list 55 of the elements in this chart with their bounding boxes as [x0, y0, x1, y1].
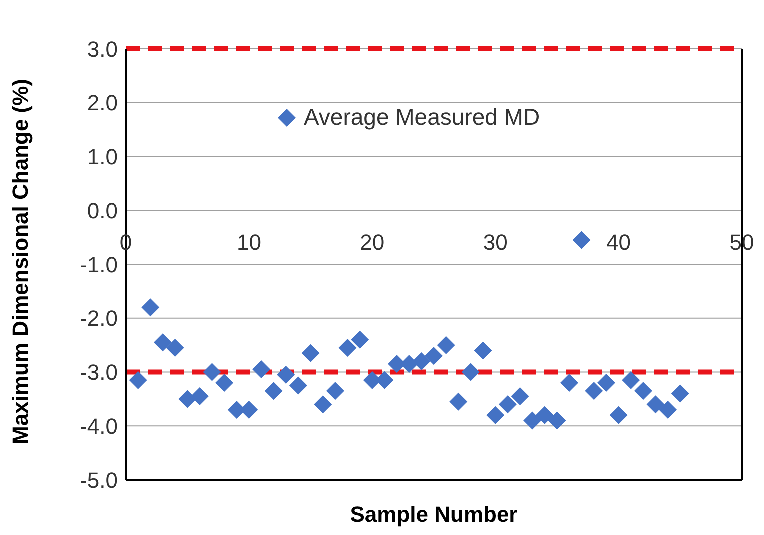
point: [129, 371, 148, 390]
point: [252, 360, 271, 379]
point: [634, 382, 652, 400]
point: [572, 231, 591, 250]
y-tick-label: -3.0: [80, 360, 118, 386]
point: [338, 339, 357, 358]
y-tick-label: -4.0: [80, 414, 118, 439]
y-tick-label: 0.0: [87, 198, 118, 224]
y-tick-label: 3.0: [87, 36, 118, 62]
point: [560, 374, 579, 392]
point: [659, 400, 678, 419]
point: [154, 334, 172, 352]
point: [190, 387, 209, 406]
y-tick-label: -5.0: [80, 468, 118, 493]
point: [450, 392, 468, 411]
point: [536, 406, 554, 424]
point: [302, 344, 320, 362]
point: [314, 396, 332, 414]
point: [351, 330, 370, 349]
point: [289, 376, 308, 395]
point: [585, 382, 604, 400]
point: [610, 406, 628, 424]
point: [511, 387, 530, 406]
point: [425, 347, 443, 366]
point: [142, 298, 160, 317]
legend-label: Average Measured MD: [304, 104, 540, 131]
point: [646, 396, 665, 414]
point: [166, 339, 184, 358]
x-tick-label: 30: [483, 230, 508, 255]
x-tick-label: 10: [236, 230, 262, 255]
point: [264, 382, 283, 400]
point: [597, 374, 616, 392]
point: [437, 336, 456, 354]
point: [498, 396, 517, 414]
x-axis-title: Sample Number: [350, 502, 518, 527]
point: [326, 382, 344, 400]
point: [412, 352, 431, 370]
point: [277, 366, 296, 384]
x-tick-label: 20: [360, 230, 385, 255]
point: [474, 342, 492, 360]
point: [178, 390, 197, 408]
y-tick-label: -2.0: [80, 306, 118, 332]
y-tick-label: -1.0: [80, 252, 118, 278]
point: [671, 384, 690, 403]
point: [462, 363, 480, 382]
point: [203, 363, 222, 382]
y-tick-label: 2.0: [87, 90, 118, 116]
point: [216, 374, 234, 392]
point: [548, 412, 566, 430]
x-tick-label: 40: [606, 230, 632, 255]
point: [622, 371, 640, 390]
point: [524, 412, 542, 430]
point: [486, 406, 505, 424]
y-tick-label: 1.0: [87, 144, 118, 170]
y-axis-title: Maximum Dimensional Change (%): [8, 78, 33, 444]
